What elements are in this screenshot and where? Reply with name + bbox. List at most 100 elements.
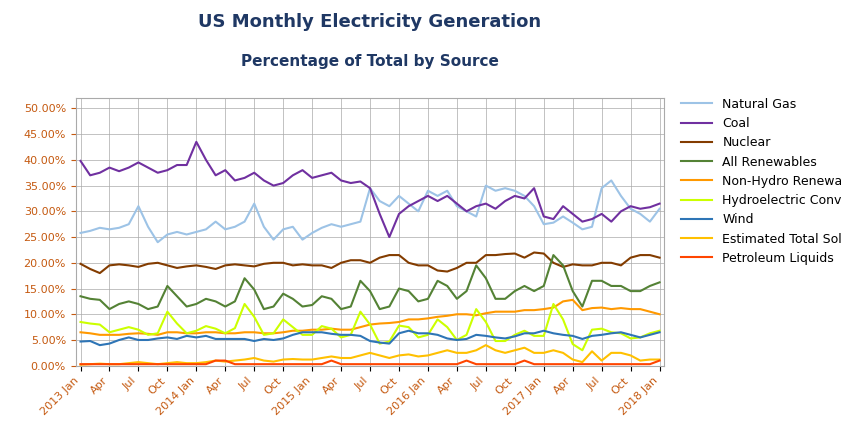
Petroleum Liquids (191, 362, 201, 367)
Nuclear (76, 261, 86, 267)
Estimated Total Solar (654, 357, 664, 362)
Coal (384, 235, 394, 240)
Wind (442, 336, 452, 341)
Nuclear (288, 263, 298, 268)
Nuclear (529, 250, 539, 255)
Legend: Natural Gas, Coal, Nuclear, All Renewables, Non-Hydro Renewables, Hydroelectric : Natural Gas, Coal, Nuclear, All Renewabl… (676, 93, 841, 270)
Line: Non-Hydro Renewables: Non-Hydro Renewables (81, 300, 659, 335)
Coal (404, 203, 414, 209)
Nuclear (432, 268, 442, 273)
Non-Hydro Renewables (654, 312, 664, 317)
Estimated Total Solar (76, 362, 86, 368)
Hydroelectric Conventional (210, 326, 220, 331)
Natural Gas (394, 193, 404, 198)
Wind (654, 330, 664, 335)
Non-Hydro Renewables (394, 319, 404, 325)
Coal (220, 168, 230, 173)
Coal (201, 157, 211, 162)
Coal (442, 193, 452, 198)
Coal (288, 173, 298, 178)
Non-Hydro Renewables (288, 328, 298, 334)
Non-Hydro Renewables (95, 332, 105, 338)
Wind (288, 332, 298, 338)
Petroleum Liquids (394, 362, 404, 367)
Natural Gas (288, 224, 298, 229)
Wind (95, 343, 105, 348)
Line: Nuclear: Nuclear (81, 252, 659, 273)
Petroleum Liquids (654, 358, 664, 363)
Coal (654, 201, 664, 206)
Natural Gas (76, 230, 86, 235)
Text: US Monthly Electricity Generation: US Monthly Electricity Generation (198, 13, 542, 31)
Wind (394, 330, 404, 336)
Non-Hydro Renewables (220, 330, 230, 336)
Estimated Total Solar (384, 355, 394, 361)
All Renewables (548, 252, 558, 258)
Natural Gas (153, 240, 163, 245)
All Renewables (432, 278, 442, 284)
Non-Hydro Renewables (596, 305, 606, 310)
Hydroelectric Conventional (240, 301, 250, 307)
Petroleum Liquids (220, 358, 230, 363)
Nuclear (220, 263, 230, 268)
Text: Percentage of Total by Source: Percentage of Total by Source (241, 54, 499, 69)
Hydroelectric Conventional (191, 328, 201, 334)
Natural Gas (606, 178, 616, 183)
Natural Gas (432, 193, 442, 198)
Natural Gas (654, 206, 664, 211)
Wind (220, 336, 230, 342)
Hydroelectric Conventional (432, 317, 442, 322)
Petroleum Liquids (288, 362, 298, 367)
Nuclear (201, 264, 211, 269)
Coal (596, 211, 606, 217)
Wind (201, 333, 211, 339)
All Renewables (288, 296, 298, 301)
Wind (596, 332, 606, 338)
Hydroelectric Conventional (288, 324, 298, 330)
Estimated Total Solar (191, 360, 201, 366)
Non-Hydro Renewables (568, 297, 578, 302)
Coal (76, 158, 86, 164)
Petroleum Liquids (432, 362, 442, 367)
Line: Coal: Coal (81, 142, 659, 237)
All Renewables (76, 293, 86, 299)
Non-Hydro Renewables (76, 330, 86, 335)
Petroleum Liquids (210, 358, 220, 363)
Line: Petroleum Liquids: Petroleum Liquids (81, 360, 659, 364)
All Renewables (654, 280, 664, 285)
Estimated Total Solar (587, 349, 597, 354)
Petroleum Liquids (587, 362, 597, 367)
Hydroelectric Conventional (577, 347, 587, 353)
Line: Estimated Total Solar: Estimated Total Solar (81, 345, 659, 365)
Line: All Renewables: All Renewables (81, 255, 659, 309)
Non-Hydro Renewables (201, 330, 211, 335)
Estimated Total Solar (423, 353, 433, 358)
Estimated Total Solar (210, 358, 220, 363)
All Renewables (201, 296, 211, 301)
Nuclear (654, 255, 664, 260)
Natural Gas (220, 227, 230, 232)
Natural Gas (587, 224, 597, 229)
Petroleum Liquids (76, 362, 86, 367)
Nuclear (394, 252, 404, 258)
All Renewables (394, 286, 404, 291)
Nuclear (95, 270, 105, 276)
Hydroelectric Conventional (654, 328, 664, 334)
All Renewables (104, 306, 114, 312)
Hydroelectric Conventional (596, 326, 606, 331)
Line: Wind: Wind (81, 331, 659, 345)
Coal (191, 139, 201, 145)
Nuclear (596, 260, 606, 265)
Hydroelectric Conventional (76, 319, 86, 325)
Estimated Total Solar (278, 357, 288, 362)
Non-Hydro Renewables (432, 314, 442, 319)
Natural Gas (201, 227, 211, 232)
Hydroelectric Conventional (394, 323, 404, 328)
Estimated Total Solar (481, 343, 491, 348)
Wind (76, 339, 86, 344)
Line: Hydroelectric Conventional: Hydroelectric Conventional (81, 304, 659, 350)
Line: Natural Gas: Natural Gas (81, 181, 659, 242)
Wind (404, 328, 414, 334)
All Renewables (220, 304, 230, 309)
All Renewables (596, 278, 606, 284)
